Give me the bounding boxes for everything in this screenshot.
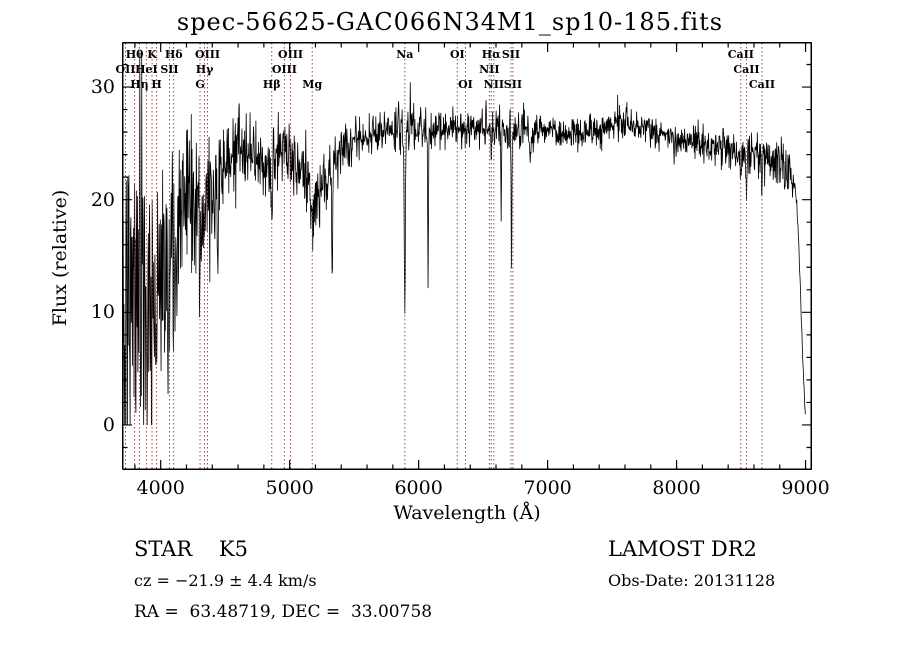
spectral-line-label: SII bbox=[160, 63, 179, 76]
y-tick-label: 10 bbox=[90, 301, 115, 324]
spectral-line-label: G bbox=[195, 78, 205, 91]
y-tick-label: 30 bbox=[90, 76, 115, 99]
spectral-line-label: K bbox=[147, 48, 157, 61]
spectral-line-label: SII bbox=[501, 48, 521, 61]
ra-dec-text: RA = 63.48719, DEC = 33.00758 bbox=[134, 602, 433, 622]
spectral-line-label: OIII bbox=[194, 48, 221, 61]
spectral-line-label: Hβ bbox=[262, 78, 281, 91]
cz-text: cz = −21.9 ± 4.4 km/s bbox=[134, 571, 317, 590]
spectral-line-label: Mg bbox=[302, 78, 323, 91]
spectral-line-label: Hα bbox=[481, 48, 501, 61]
x-tick-label: 6000 bbox=[394, 477, 443, 499]
spectral-line-label: CaII bbox=[748, 78, 776, 91]
spectral-line-label: Hθ bbox=[125, 48, 144, 61]
spectral-line-label: NII bbox=[479, 63, 500, 76]
plot-title: spec-56625-GAC066N34M1_sp10-185.fits bbox=[176, 8, 724, 36]
spectral-line-label: HeI bbox=[135, 63, 158, 76]
spectral-line-label: OII bbox=[115, 63, 136, 76]
x-axis-label: Wavelength (Å) bbox=[393, 502, 541, 524]
spectral-line-label: CaII bbox=[727, 48, 754, 61]
obs-date-text: Obs-Date: 20131128 bbox=[608, 571, 776, 590]
spectral-line-label: H bbox=[151, 78, 162, 91]
spectral-line-label: NII bbox=[483, 78, 504, 91]
spectrum-canvas bbox=[122, 42, 812, 470]
spectral-line-label: OI bbox=[449, 48, 465, 61]
x-tick-label: 5000 bbox=[265, 477, 314, 499]
y-tick-label: 20 bbox=[90, 188, 115, 211]
spectral-line-label: Hδ bbox=[164, 48, 183, 61]
plot-area bbox=[122, 42, 812, 470]
spectral-line-label: SII bbox=[503, 78, 523, 91]
x-tick-label: 9000 bbox=[781, 477, 830, 499]
y-tick-label: 0 bbox=[102, 413, 115, 436]
spectral-line-label: CaII bbox=[733, 63, 760, 76]
spectral-line-label: Na bbox=[396, 48, 414, 61]
survey-text: LAMOST DR2 bbox=[608, 537, 757, 561]
x-tick-label: 8000 bbox=[652, 477, 701, 499]
spectral-line-label: Hη bbox=[130, 78, 149, 91]
spectral-line-label: OIII bbox=[278, 48, 304, 61]
x-tick-label: 7000 bbox=[523, 477, 572, 499]
spectral-line-label: Hγ bbox=[195, 63, 214, 76]
x-tick-label: 4000 bbox=[136, 477, 185, 499]
spectral-line-label: OI bbox=[458, 78, 473, 91]
y-axis-label: Flux (relative) bbox=[49, 189, 71, 327]
classification-text: STAR K5 bbox=[134, 537, 248, 561]
spectral-line-label: OIII bbox=[271, 63, 297, 76]
